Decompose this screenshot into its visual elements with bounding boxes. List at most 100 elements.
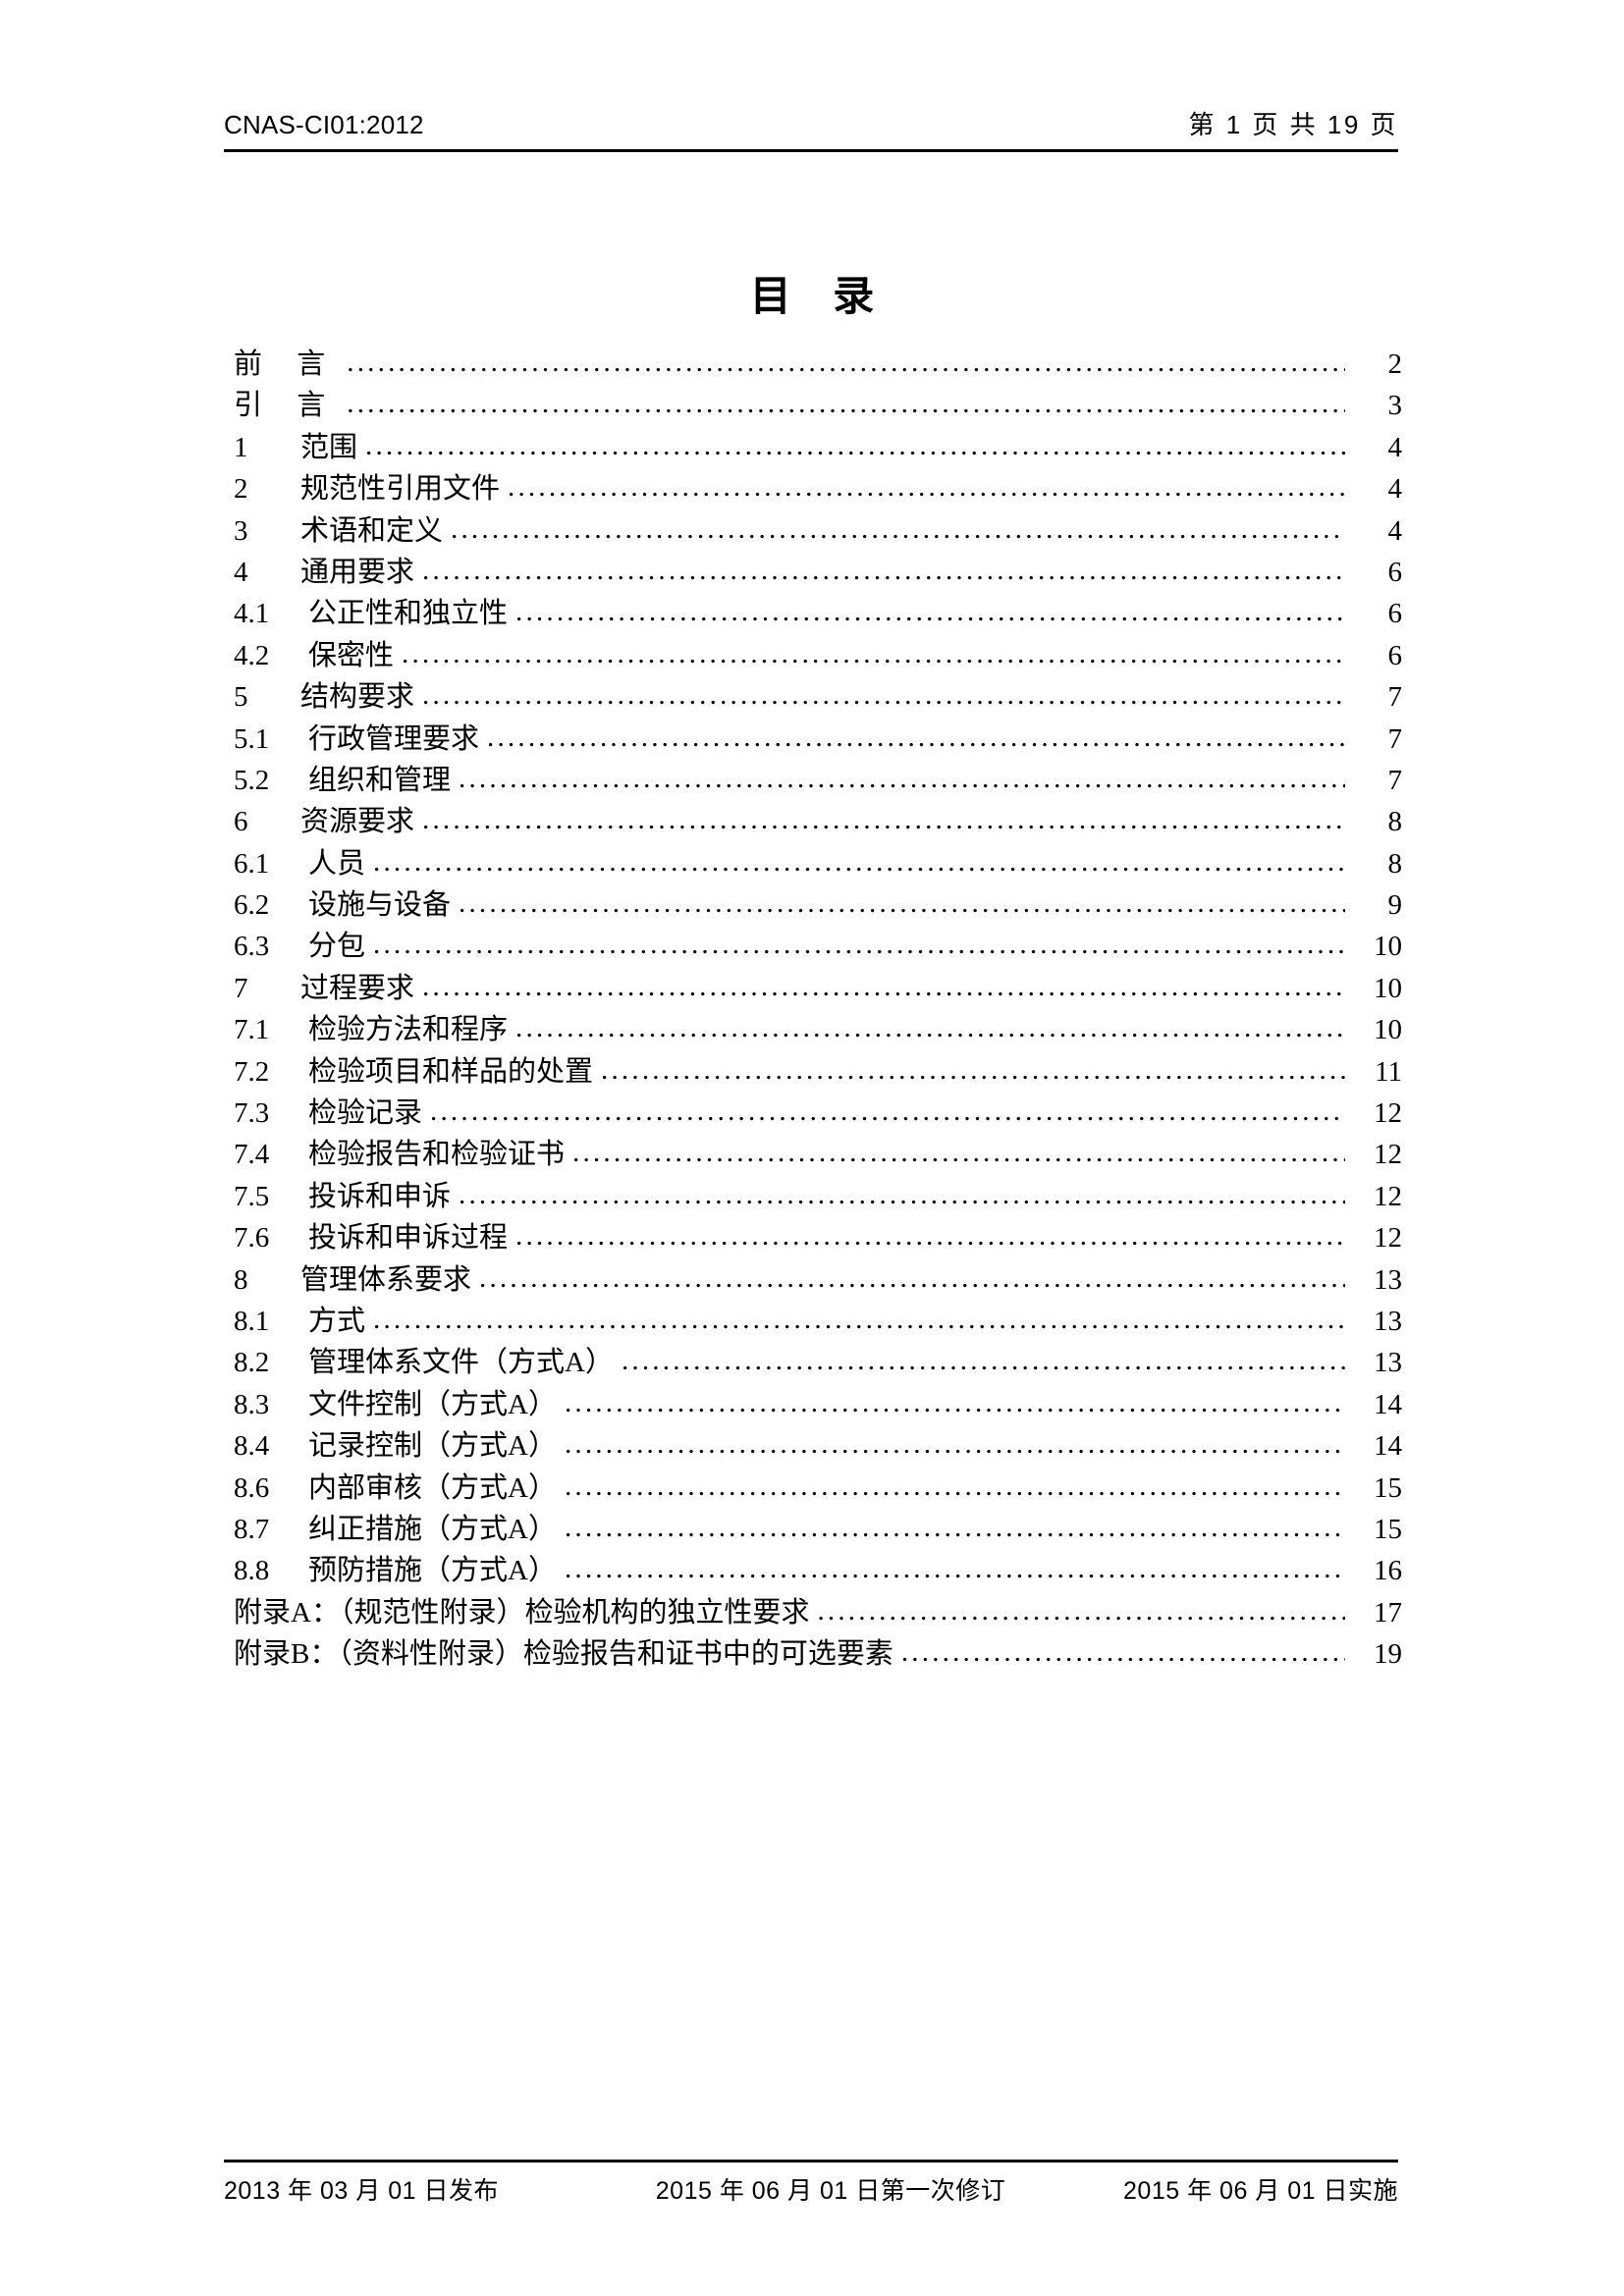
- toc-entry[interactable]: 8.7 纠正措施（方式A） 15: [234, 1509, 1402, 1550]
- toc-entry[interactable]: 2 规范性引用文件 4: [234, 468, 1402, 509]
- toc-leader-dots: [373, 841, 1345, 882]
- toc-entry-label: 分包: [308, 931, 366, 963]
- toc-entry-number: 7.6: [234, 1222, 270, 1255]
- page-title: 目 录: [749, 275, 891, 320]
- toc-entry-page-number: 6: [1387, 598, 1403, 630]
- header-divider: [224, 149, 1398, 152]
- toc-entry[interactable]: 7.3 检验记录 12: [234, 1093, 1402, 1134]
- toc-entry[interactable]: 7.6 投诉和申诉过程 12: [234, 1217, 1402, 1258]
- toc-entry-label: 投诉和申诉: [308, 1180, 452, 1212]
- toc-entry[interactable]: 7.2 检验项目和样品的处置 11: [234, 1051, 1402, 1093]
- toc-entry-number: 8.8: [234, 1555, 270, 1587]
- toc-entry[interactable]: 7 过程要求 10: [234, 968, 1402, 1009]
- toc-entry-page-number: 12: [1374, 1097, 1402, 1130]
- toc-entry[interactable]: 8.6 内部审核（方式A） 15: [234, 1468, 1402, 1509]
- toc-entry-label: 检验项目和样品的处置: [308, 1055, 594, 1088]
- toc-entry-page-number: 4: [1387, 473, 1403, 506]
- toc-entry-number: 8.1: [234, 1305, 270, 1337]
- toc-entry-label: 术语和定义: [300, 514, 444, 547]
- toc-entry[interactable]: 4 通用要求 6: [234, 552, 1402, 593]
- toc-entry-number: 7.2: [234, 1055, 270, 1088]
- toc-entry[interactable]: 8.2 管理体系文件（方式A） 13: [234, 1342, 1402, 1383]
- toc-entry[interactable]: 8.3 文件控制（方式A） 14: [234, 1384, 1402, 1425]
- toc-entry-page-number: 4: [1387, 431, 1403, 463]
- toc-leader-dots: [459, 882, 1345, 924]
- toc-entry-number: 8.3: [234, 1388, 270, 1420]
- toc-leader-dots: [422, 799, 1345, 840]
- toc-entry-page-number: 19: [1374, 1638, 1402, 1671]
- toc-entry[interactable]: 3 术语和定义 4: [234, 510, 1402, 552]
- toc-entry[interactable]: 8.4 记录控制（方式A） 14: [234, 1425, 1402, 1467]
- toc-entry[interactable]: 4.1 公正性和独立性 6: [234, 593, 1402, 634]
- toc-entry-number: 8.4: [234, 1430, 270, 1463]
- toc-entry-page-number: 13: [1374, 1263, 1402, 1296]
- toc-entry[interactable]: 4.2 保密性 6: [234, 635, 1402, 676]
- toc-entry[interactable]: 附录A：（规范性附录）检验机构的独立性要求 17: [234, 1592, 1402, 1633]
- toc-entry-label: 检验方法和程序: [308, 1014, 509, 1046]
- toc-entry-page-number: 12: [1374, 1139, 1402, 1171]
- toc-leader-dots: [430, 1091, 1345, 1132]
- toc-entry[interactable]: 前 言 2: [234, 344, 1402, 385]
- toc-leader-dots: [515, 591, 1345, 632]
- toc-entry-label: 行政管理要求: [308, 722, 480, 755]
- toc-entry-page-number: 12: [1374, 1222, 1402, 1255]
- toc-entry-page-number: 13: [1374, 1347, 1402, 1379]
- toc-entry[interactable]: 6.3 分包 10: [234, 926, 1402, 967]
- toc-entry[interactable]: 5.1 行政管理要求 7: [234, 719, 1402, 760]
- footer-effective-date: 2015 年 06 月 01 日实施: [1123, 2177, 1398, 2205]
- toc-entry-number: 1: [234, 431, 248, 463]
- toc-entry-label: 设施与设备: [308, 889, 452, 922]
- toc-entry-page-number: 6: [1387, 556, 1403, 588]
- toc-leader-dots: [565, 1548, 1345, 1589]
- toc-leader-dots: [487, 717, 1345, 758]
- toc-leader-dots: [373, 1299, 1345, 1340]
- toc-entry[interactable]: 8.8 预防措施（方式A） 16: [234, 1550, 1402, 1591]
- toc-entry[interactable]: 1 范围 4: [234, 427, 1402, 468]
- toc-entry[interactable]: 6.1 人员 8: [234, 843, 1402, 884]
- toc-entry[interactable]: 7.4 检验报告和检验证书 12: [234, 1134, 1402, 1175]
- toc-entry[interactable]: 附录B：（资料性附录）检验报告和证书中的可选要素 19: [234, 1633, 1402, 1675]
- toc-entry-label: 管理体系文件（方式A）: [308, 1347, 614, 1379]
- toc-entry-page-number: 17: [1374, 1596, 1402, 1629]
- toc-entry-number: 6.1: [234, 847, 270, 880]
- toc-entry-page-number: 13: [1374, 1305, 1402, 1337]
- toc-entry[interactable]: 6.2 设施与设备 9: [234, 884, 1402, 926]
- toc-leader-dots: [459, 758, 1345, 799]
- toc-leader-dots: [422, 550, 1345, 591]
- toc-entry[interactable]: 8 管理体系要求 13: [234, 1259, 1402, 1301]
- footer-divider: [224, 2160, 1398, 2163]
- toc-entry-page-number: 9: [1387, 889, 1403, 922]
- toc-entry-label: 过程要求: [300, 972, 415, 1004]
- toc-entry-label: 规范性引用文件: [300, 473, 501, 506]
- toc-entry[interactable]: 7.5 投诉和申诉 12: [234, 1176, 1402, 1217]
- toc-leader-dots: [515, 1007, 1345, 1048]
- toc-leader-dots: [479, 1257, 1345, 1299]
- toc-entry-label: 公正性和独立性: [308, 598, 509, 630]
- toc-entry-number: 7.1: [234, 1014, 270, 1046]
- toc-entry-number: 6.3: [234, 931, 270, 963]
- toc-entry-label: 附录B：（资料性附录）检验报告和证书中的可选要素: [234, 1638, 893, 1671]
- toc-leader-dots: [565, 1507, 1345, 1548]
- toc-leader-dots: [347, 342, 1345, 383]
- toc-leader-dots: [451, 508, 1345, 550]
- page-footer: 2013 年 03 月 01 日发布 2015 年 06 月 01 日第一次修订…: [224, 2171, 1398, 2207]
- toc-entry[interactable]: 5 结构要求 7: [234, 676, 1402, 718]
- toc-entry-label: 投诉和申诉过程: [308, 1222, 509, 1255]
- toc-entry-label: 内部审核（方式A）: [308, 1471, 557, 1504]
- toc-entry[interactable]: 5.2 组织和管理 7: [234, 760, 1402, 801]
- toc-entry[interactable]: 6 资源要求 8: [234, 801, 1402, 842]
- toc-entry[interactable]: 引 言 3: [234, 385, 1402, 426]
- toc-entry-label: 方式: [308, 1305, 366, 1337]
- page-header: CNAS-CI01:2012 第 1 页 共 19 页: [224, 110, 1398, 140]
- toc-entry-page-number: 14: [1374, 1430, 1402, 1463]
- toc-entry[interactable]: 7.1 检验方法和程序 10: [234, 1009, 1402, 1050]
- toc-leader-dots: [601, 1049, 1345, 1091]
- toc-entry-number: 7.4: [234, 1139, 270, 1171]
- toc-entry-label: 管理体系要求: [300, 1263, 472, 1296]
- toc-entry-number: 5.2: [234, 764, 270, 796]
- toc-entry-page-number: 3: [1387, 390, 1403, 422]
- toc-entry[interactable]: 8.1 方式 13: [234, 1301, 1402, 1342]
- toc-entry-label: 组织和管理: [308, 764, 452, 796]
- toc-entry-label: 资源要求: [300, 806, 415, 838]
